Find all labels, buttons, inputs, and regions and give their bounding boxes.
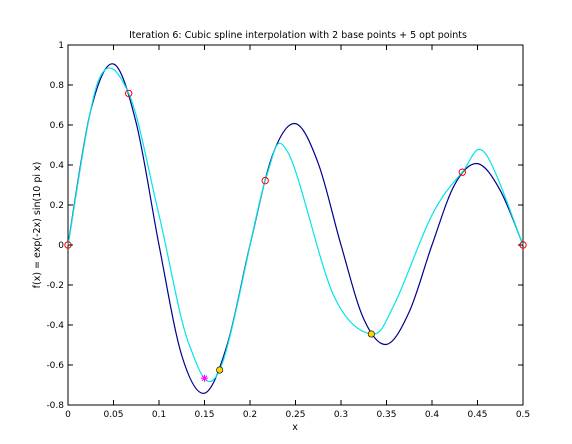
y-tick-label: 0.2 bbox=[50, 201, 64, 211]
y-tick-label: 0.4 bbox=[50, 161, 65, 171]
y-axis-label: f(x) = exp(-2x) sin(10 pi x) bbox=[32, 162, 43, 289]
x-axis-label: x bbox=[292, 422, 298, 433]
axes-box bbox=[67, 44, 524, 406]
y-tick-label: -0.6 bbox=[46, 361, 64, 371]
x-tick-label: 0.5 bbox=[516, 410, 530, 420]
chart-title: Iteration 6: Cubic spline interpolation … bbox=[129, 30, 467, 41]
x-tick-label: 0.35 bbox=[376, 410, 396, 420]
node-marker-2-3 bbox=[458, 168, 467, 176]
node-marker-2-1 bbox=[124, 89, 133, 98]
ticks-layer: 0 0.05 0.1 0.15 0.2 0.25 0.3 0.35 0.4 0.45 0.5 -0.8… bbox=[46, 41, 530, 420]
new-point-marker-3-1 bbox=[367, 330, 375, 338]
series-line-0 bbox=[67, 63, 524, 394]
star-marker-4-0 bbox=[201, 374, 208, 382]
y-tick-label: -0.2 bbox=[46, 281, 64, 291]
y-tick-label: 0.6 bbox=[50, 121, 65, 131]
node-marker-2-2 bbox=[261, 176, 269, 185]
x-tick-label: 0.05 bbox=[103, 410, 123, 420]
new-point-marker-3-0 bbox=[216, 366, 224, 374]
x-tick-label: 0.25 bbox=[285, 410, 305, 420]
series-line-1 bbox=[67, 67, 524, 383]
y-tick-label: 0 bbox=[58, 241, 64, 251]
x-tick-label: 0.2 bbox=[243, 410, 257, 420]
plot-area: 0 0.05 0.1 0.15 0.2 0.25 0.3 0.35 0.4 0.45 0.5 -0.8… bbox=[46, 41, 530, 420]
x-tick-label: 0 bbox=[65, 410, 71, 420]
y-tick-label: 1 bbox=[58, 41, 64, 51]
x-tick-label: 0.1 bbox=[152, 410, 166, 420]
x-tick-label: 0.15 bbox=[194, 410, 214, 420]
star-marker-stroke-3 bbox=[201, 375, 208, 382]
series-layer bbox=[64, 63, 527, 394]
y-tick-label: -0.4 bbox=[46, 321, 64, 331]
y-tick-label: 0.8 bbox=[50, 81, 65, 91]
x-tick-label: 0.4 bbox=[425, 410, 440, 420]
x-tick-label: 0.45 bbox=[467, 410, 487, 420]
x-tick-label: 0.3 bbox=[334, 410, 348, 420]
y-tick-label: -0.8 bbox=[46, 401, 64, 411]
